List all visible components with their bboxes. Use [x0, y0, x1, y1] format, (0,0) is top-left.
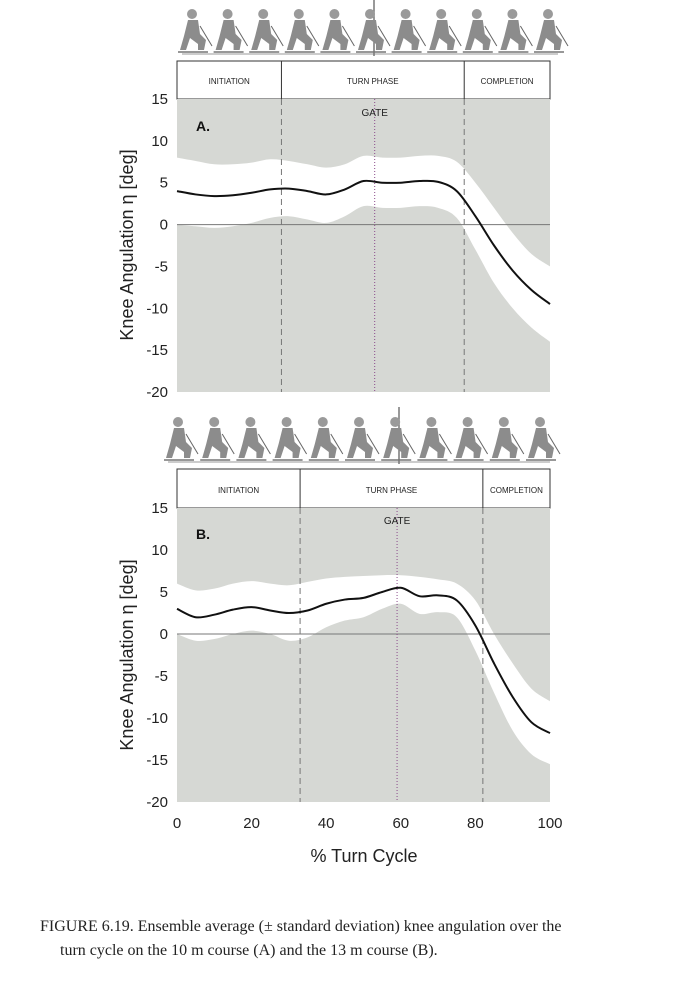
knee-angulation-figure: INITIATION TURN PHASE COMPLETION GATE A.… — [117, 0, 569, 866]
y-tick-label: 5 — [160, 584, 168, 601]
mean-line — [176, 586, 551, 735]
skier-figure — [308, 416, 344, 461]
y-tick-label: -5 — [155, 668, 168, 685]
caption-line-2: turn cycle on the 10 m course (A) and th… — [60, 942, 438, 959]
y-tick-label: 15 — [151, 91, 168, 108]
phase-header-a: INITIATION TURN PHASE COMPLETION — [176, 60, 551, 100]
skier-figure — [248, 8, 284, 53]
skier-figure — [163, 416, 199, 461]
skier-figure — [462, 8, 498, 53]
y-tick-label: 10 — [151, 542, 168, 559]
x-tick-labels-b: 0 20 40 60 80 100 — [173, 815, 563, 832]
mean-line — [176, 179, 551, 305]
y-tick-label: -15 — [146, 342, 168, 359]
phase-label-initiation: INITIATION — [209, 77, 250, 86]
phase-label-turn-phase: TURN PHASE — [366, 486, 418, 495]
y-tick-label: -10 — [146, 710, 168, 727]
panel-label-b: B. — [196, 526, 210, 542]
skier-sequence-b — [163, 407, 561, 464]
skier-figure — [177, 8, 213, 53]
panel-label-a: A. — [196, 118, 210, 134]
skier-figure — [380, 416, 416, 461]
y-tick-label: 10 — [151, 133, 168, 150]
skier-figure — [489, 416, 525, 461]
skier-figure — [355, 8, 391, 53]
chart-panel-a: INITIATION TURN PHASE COMPLETION GATE A.… — [117, 60, 551, 401]
x-tick-label: 80 — [467, 815, 484, 832]
skier-figure — [533, 8, 569, 53]
y-tick-label: -20 — [146, 794, 168, 811]
figure-caption: FIGURE 6.19. Ensemble average (± standar… — [40, 915, 690, 963]
x-axis-label: % Turn Cycle — [310, 846, 417, 866]
skier-figure — [390, 8, 427, 53]
skier-sequence-a — [177, 0, 569, 56]
phase-header-frame — [176, 468, 551, 509]
skier-figure — [271, 416, 308, 461]
y-tick-labels-b: 15 10 5 0 -5 -10 -15 -20 — [146, 500, 168, 811]
gate-label: GATE — [384, 516, 411, 527]
phase-header-frame — [176, 60, 551, 100]
y-tick-label: 0 — [160, 217, 168, 234]
skier-figure — [452, 416, 489, 461]
x-tick-label: 100 — [537, 815, 562, 832]
skier-figure — [416, 416, 453, 461]
x-tick-label: 40 — [318, 815, 335, 832]
sd-band — [177, 155, 550, 342]
phase-header-b: INITIATION TURN PHASE COMPLETION — [176, 468, 551, 509]
y-axis-label-b: Knee Angulation η [deg] — [117, 559, 137, 750]
skier-figure — [525, 416, 561, 461]
y-tick-label: 5 — [160, 175, 168, 192]
y-tick-label: -15 — [146, 752, 168, 769]
skier-figure — [497, 8, 534, 53]
x-tick-label: 20 — [243, 815, 260, 832]
x-tick-label: 0 — [173, 815, 181, 832]
skier-figure — [199, 416, 235, 461]
y-tick-labels-a: 15 10 5 0 -5 -10 -15 -20 — [146, 91, 168, 401]
caption-line-1: FIGURE 6.19. Ensemble average (± standar… — [40, 918, 562, 935]
phase-label-initiation: INITIATION — [218, 486, 259, 495]
x-tick-label: 60 — [392, 815, 409, 832]
phase-label-completion: COMPLETION — [490, 486, 543, 495]
chart-panel-b: INITIATION TURN PHASE COMPLETION GATE B.… — [117, 468, 563, 866]
gate-label: GATE — [361, 108, 388, 119]
skier-figure — [284, 8, 320, 53]
skier-figure — [344, 416, 380, 461]
skier-figure — [426, 8, 462, 53]
y-tick-label: -10 — [146, 300, 168, 317]
phase-label-completion: COMPLETION — [481, 77, 534, 86]
skier-figure — [319, 8, 356, 53]
skier-figure — [212, 8, 249, 53]
y-tick-label: 15 — [151, 500, 168, 517]
y-tick-label: -5 — [155, 258, 168, 275]
y-tick-label: -20 — [146, 384, 168, 401]
y-axis-label-a: Knee Angulation η [deg] — [117, 149, 137, 340]
phase-label-turn-phase: TURN PHASE — [347, 77, 399, 86]
sd-band — [177, 575, 550, 765]
skier-figure — [235, 416, 272, 461]
y-tick-label: 0 — [160, 626, 168, 643]
